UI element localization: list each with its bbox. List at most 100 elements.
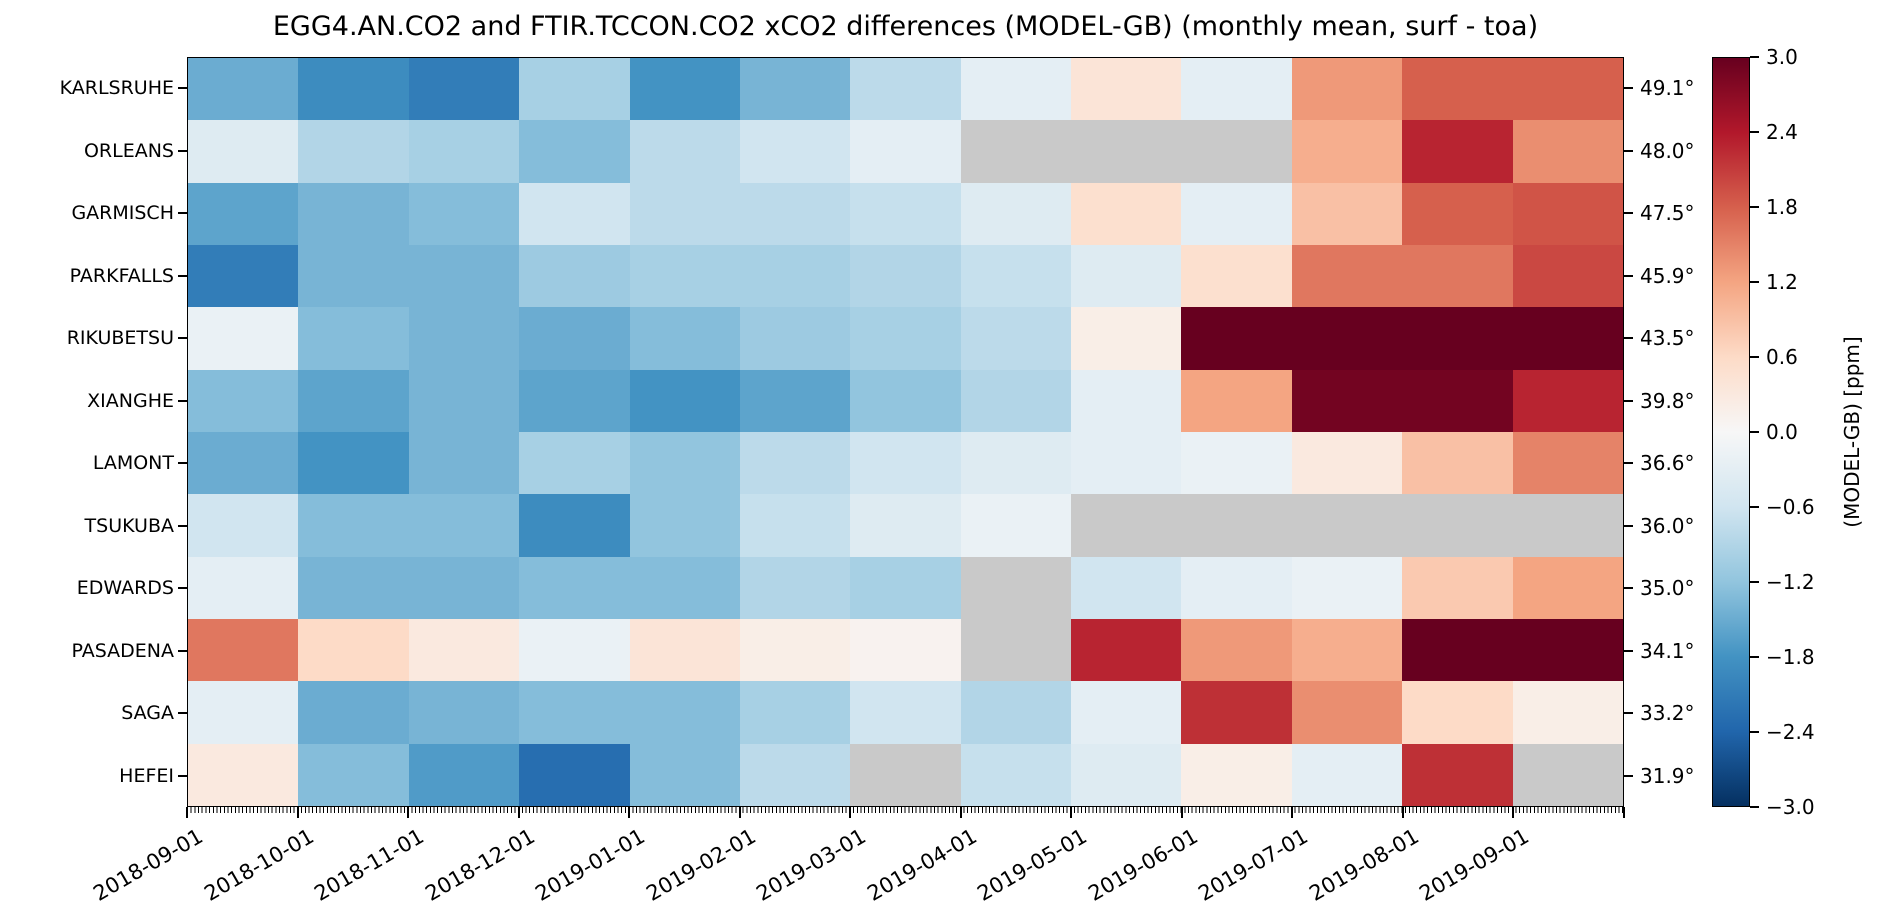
colorbar-tick-label: 1.2: [1766, 270, 1798, 294]
y-axis-latitude-label: 36.0°: [1640, 513, 1695, 538]
heatmap-cell: [408, 307, 520, 370]
heatmap-cell: [1291, 618, 1403, 682]
heatmap-cell: [960, 681, 1072, 744]
heatmap-cell: [1071, 431, 1182, 495]
x-axis-major-tick: [1401, 807, 1404, 818]
heatmap-cell: [960, 58, 1072, 121]
y-axis-latitude-label: 49.1°: [1640, 76, 1695, 101]
heatmap-cell: [298, 244, 409, 308]
colorbar-tick: [1750, 56, 1759, 58]
heatmap-cell: [1181, 244, 1292, 308]
colorbar-tick-label: 1.8: [1766, 195, 1798, 219]
y-axis-station-label: KARLSRUHE: [59, 77, 174, 100]
y-axis-tick-left: [178, 274, 187, 277]
colorbar-tick-label: −1.2: [1766, 570, 1815, 594]
heatmap-cell: [408, 244, 520, 308]
heatmap-cell: [1291, 244, 1403, 308]
heatmap-cell: [188, 244, 299, 308]
heatmap-cell: [1512, 618, 1623, 682]
heatmap-cell: [519, 681, 630, 744]
heatmap-cell: [519, 369, 630, 432]
heatmap-cell: [960, 494, 1072, 557]
heatmap-cell: [1512, 307, 1623, 370]
heatmap-cell: [739, 431, 851, 495]
heatmap-cell: [850, 369, 961, 432]
y-axis-station-label: RIKUBETSU: [66, 327, 174, 350]
heatmap-cell: [1402, 182, 1513, 245]
x-axis-major-tick: [849, 807, 852, 818]
heatmap-cell: [629, 182, 740, 245]
heatmap-cell: [1402, 681, 1513, 744]
heatmap-cell: [850, 58, 961, 121]
y-axis-tick-right: [1624, 274, 1633, 277]
heatmap-cell: [519, 244, 630, 308]
heatmap-cell: [739, 182, 851, 245]
y-axis-tick-right: [1624, 149, 1633, 152]
x-axis-date-label: 2018-12-01: [420, 824, 539, 906]
heatmap-cell: [408, 369, 520, 432]
y-axis-latitude-label: 34.1°: [1640, 638, 1695, 663]
x-axis-date-label: 2018-09-01: [89, 824, 207, 906]
heatmap-cell: [519, 618, 630, 682]
heatmap-cell: [850, 182, 961, 245]
heatmap-cell: [1402, 431, 1513, 495]
heatmap-cell: [519, 182, 630, 245]
y-axis-station-label: HEFEI: [119, 764, 174, 787]
heatmap-cell: [960, 369, 1072, 432]
heatmap-cell: [519, 556, 630, 619]
heatmap-cell: [1181, 307, 1292, 370]
heatmap-cell: [1291, 681, 1403, 744]
heatmap-cell: [739, 681, 851, 744]
heatmap-cell: [739, 743, 851, 806]
heatmap-cell: [408, 494, 520, 557]
y-axis-latitude-label: 35.0°: [1640, 576, 1695, 601]
heatmap-cell: [1181, 58, 1292, 121]
x-axis-major-tick: [1291, 807, 1294, 818]
heatmap-cell: [1071, 743, 1182, 806]
heatmap-cell: [850, 431, 961, 495]
heatmap-cell: [629, 58, 740, 121]
colorbar-tick-label: −3.0: [1766, 795, 1815, 819]
y-axis-tick-right: [1624, 87, 1633, 90]
heatmap-cell: [298, 618, 409, 682]
y-axis-tick-left: [178, 524, 187, 527]
heatmap-cell: [298, 58, 409, 121]
heatmap-cell: [850, 681, 961, 744]
heatmap-cell: [1402, 307, 1513, 370]
heatmap-cell: [850, 556, 961, 619]
heatmap-cell: [629, 618, 740, 682]
heatmap-cell: [1071, 120, 1182, 183]
heatmap-cell: [188, 120, 299, 183]
heatmap-cell: [629, 494, 740, 557]
heatmap-cell: [739, 307, 851, 370]
heatmap-cell: [1512, 182, 1623, 245]
heatmap-cell: [1181, 369, 1292, 432]
y-axis-tick-right: [1624, 649, 1633, 652]
heatmap-cell: [188, 307, 299, 370]
y-axis-station-label: SAGA: [121, 702, 174, 725]
heatmap-cell: [1071, 182, 1182, 245]
colorbar-tick-label: 3.0: [1766, 45, 1798, 69]
x-axis-major-tick: [1512, 807, 1515, 818]
heatmap-cell: [960, 120, 1072, 183]
x-axis-major-tick: [186, 807, 188, 818]
y-axis-tick-left: [178, 774, 187, 777]
heatmap-cell: [629, 120, 740, 183]
y-axis-left-station-labels: KARLSRUHE ORLEANS GARMISCH PARKFALLS RIKUBET…: [0, 57, 174, 807]
x-axis-date-label: 2019-05-01: [973, 824, 1092, 906]
heatmap-cell: [1512, 431, 1623, 495]
y-axis-tick-left: [178, 649, 187, 652]
heatmap-cell: [408, 681, 520, 744]
heatmap-cell: [1181, 743, 1292, 806]
heatmap-cell: [298, 681, 409, 744]
heatmap-cell: [629, 556, 740, 619]
heatmap-cell: [1512, 244, 1623, 308]
heatmap-cell: [298, 431, 409, 495]
heatmap-cell: [519, 120, 630, 183]
heatmap-cell: [739, 58, 851, 121]
x-axis-major-tick: [1180, 807, 1183, 818]
heatmap-cell: [1291, 307, 1403, 370]
heatmap-cell: [1402, 244, 1513, 308]
heatmap-cell: [629, 743, 740, 806]
